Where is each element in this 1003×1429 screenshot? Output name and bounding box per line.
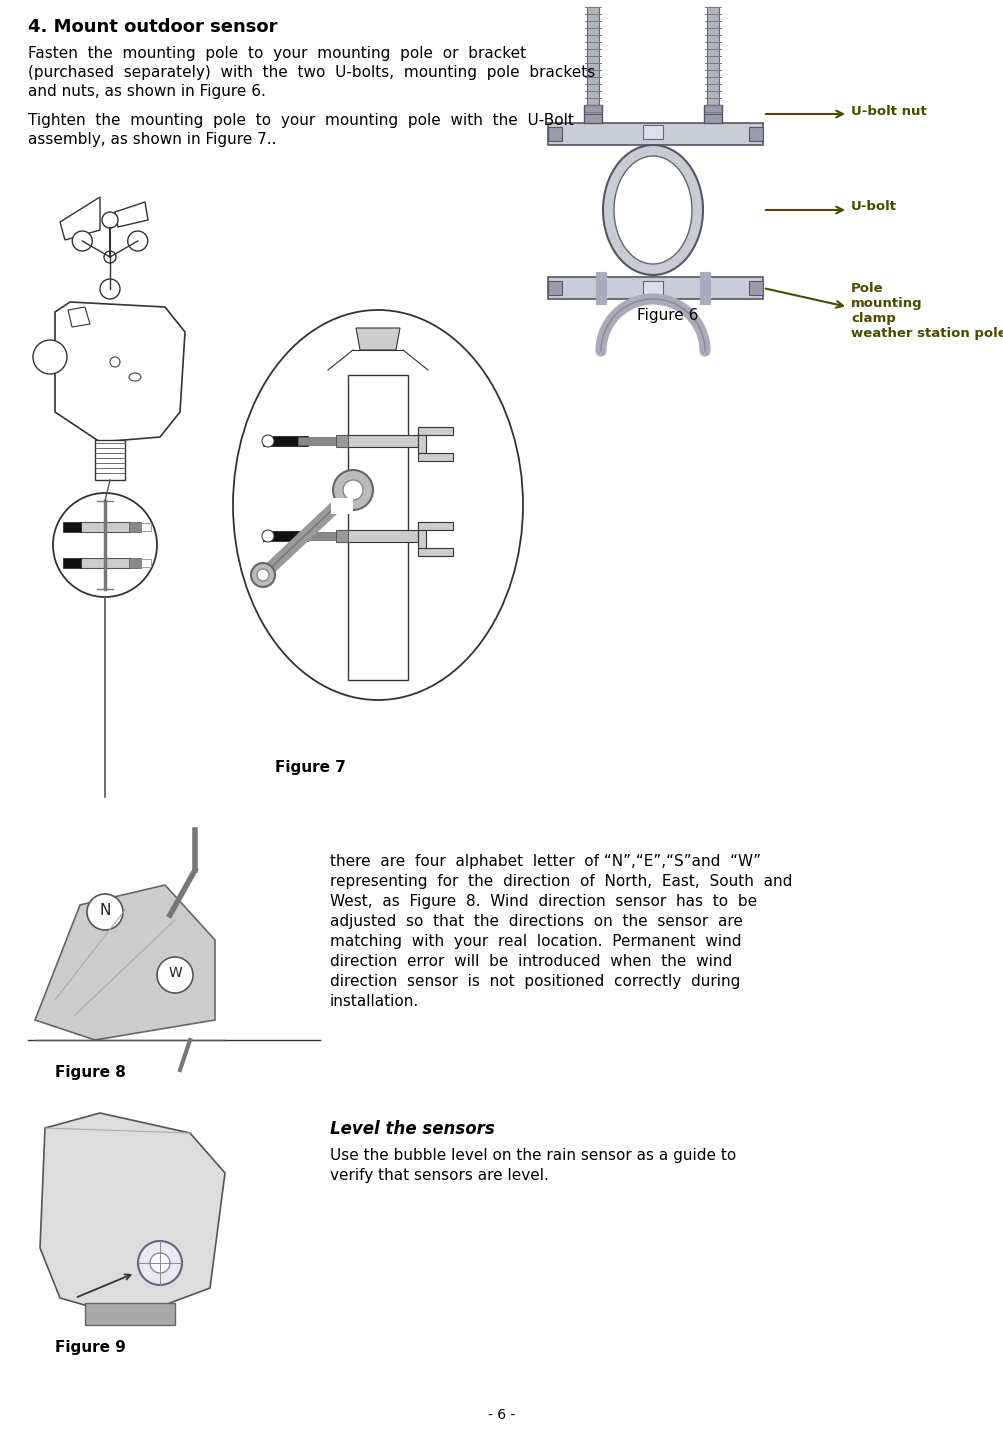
Bar (95, 440, 125, 480)
Circle shape (127, 231, 147, 252)
Bar (338, 434, 417, 447)
Circle shape (262, 434, 274, 447)
Text: Tighten  the  mounting  pole  to  your  mounting  pole  with  the  U-Bolt: Tighten the mounting pole to your mounti… (28, 113, 574, 129)
Text: installation.: installation. (330, 995, 419, 1009)
Text: assembly, as shown in Figure 7..: assembly, as shown in Figure 7.. (28, 131, 276, 147)
Circle shape (257, 569, 269, 582)
Polygon shape (35, 885, 215, 1040)
Bar (417, 427, 425, 454)
Circle shape (104, 252, 116, 263)
Ellipse shape (233, 310, 523, 700)
Text: matching  with  your  real  location.  Permanent  wind: matching with your real location. Perman… (330, 935, 741, 949)
Bar (703, 104, 721, 123)
Bar (263, 436, 308, 446)
Bar (417, 547, 452, 556)
Text: Level the sensors: Level the sensors (330, 1120, 494, 1137)
Bar (587, 7, 599, 123)
Bar (417, 453, 452, 462)
Text: Pole
mounting
clamp
weather station pole: Pole mounting clamp weather station pole (851, 282, 1003, 340)
Bar (548, 127, 562, 141)
Text: W: W (168, 966, 182, 980)
Bar (63, 522, 81, 532)
Bar (642, 124, 662, 139)
Polygon shape (68, 307, 90, 327)
Ellipse shape (603, 144, 702, 274)
Circle shape (87, 895, 123, 930)
Bar (298, 437, 338, 444)
Text: Figure 9: Figure 9 (54, 1340, 125, 1355)
Bar (140, 523, 150, 532)
Polygon shape (40, 1113, 225, 1318)
Circle shape (100, 279, 120, 299)
Text: Figure 8: Figure 8 (54, 1065, 125, 1080)
Bar (548, 123, 762, 144)
Circle shape (137, 1240, 182, 1285)
Circle shape (110, 357, 120, 367)
Bar (298, 532, 338, 540)
Bar (348, 374, 407, 680)
Polygon shape (60, 197, 100, 240)
Bar (85, 1303, 175, 1325)
Text: direction  error  will  be  introduced  when  the  wind: direction error will be introduced when … (330, 955, 731, 969)
Ellipse shape (128, 373, 140, 382)
Circle shape (33, 340, 67, 374)
Bar (417, 427, 452, 434)
Polygon shape (356, 329, 399, 350)
Text: U-bolt nut: U-bolt nut (851, 104, 926, 119)
Circle shape (156, 957, 193, 993)
Polygon shape (55, 302, 185, 442)
Text: and nuts, as shown in Figure 6.: and nuts, as shown in Figure 6. (28, 84, 266, 99)
Circle shape (343, 480, 363, 500)
Text: direction  sensor  is  not  positioned  correctly  during: direction sensor is not positioned corre… (330, 975, 739, 989)
Bar (548, 277, 762, 299)
Circle shape (251, 563, 275, 587)
Bar (331, 497, 353, 514)
Text: there  are  four  alphabet  letter  of “N”,“E”,“S”and  “W”: there are four alphabet letter of “N”,“E… (330, 855, 760, 869)
Text: U-bolt: U-bolt (851, 200, 896, 213)
Text: representing  for  the  direction  of  North,  East,  South  and: representing for the direction of North,… (330, 875, 791, 889)
Text: Figure 6: Figure 6 (637, 309, 698, 323)
Bar (128, 522, 140, 532)
Text: N: N (99, 903, 110, 917)
Bar (140, 559, 150, 567)
Bar (748, 282, 762, 294)
Text: - 6 -: - 6 - (487, 1408, 516, 1422)
Bar (63, 557, 81, 567)
Text: (purchased  separately)  with  the  two  U-bolts,  mounting  pole  brackets: (purchased separately) with the two U-bo… (28, 64, 595, 80)
Bar (263, 532, 308, 542)
Text: 4. Mount outdoor sensor: 4. Mount outdoor sensor (28, 19, 277, 36)
Text: adjusted  so  that  the  directions  on  the  sensor  are: adjusted so that the directions on the s… (330, 915, 742, 929)
Text: Fasten  the  mounting  pole  to  your  mounting  pole  or  bracket: Fasten the mounting pole to your mountin… (28, 46, 526, 61)
Text: Use the bubble level on the rain sensor as a guide to: Use the bubble level on the rain sensor … (330, 1147, 735, 1163)
Bar (548, 282, 562, 294)
Bar (706, 7, 718, 123)
Bar (338, 530, 417, 542)
Bar (584, 104, 602, 123)
Circle shape (72, 231, 92, 252)
Bar (417, 522, 452, 530)
Text: West,  as  Figure  8.  Wind  direction  sensor  has  to  be: West, as Figure 8. Wind direction sensor… (330, 895, 756, 909)
Circle shape (333, 470, 373, 510)
Bar (80, 557, 129, 567)
Circle shape (53, 493, 156, 597)
Circle shape (149, 1253, 170, 1273)
Polygon shape (115, 201, 147, 227)
Bar (336, 434, 348, 447)
Text: verify that sensors are level.: verify that sensors are level. (330, 1167, 549, 1183)
Bar (128, 557, 140, 567)
Bar (336, 530, 348, 542)
Circle shape (102, 211, 118, 229)
Ellipse shape (614, 156, 691, 264)
Bar (417, 522, 425, 550)
Bar (642, 282, 662, 294)
Bar (80, 522, 129, 532)
Bar (748, 127, 762, 141)
Text: Figure 7: Figure 7 (274, 760, 345, 775)
Circle shape (262, 530, 274, 542)
